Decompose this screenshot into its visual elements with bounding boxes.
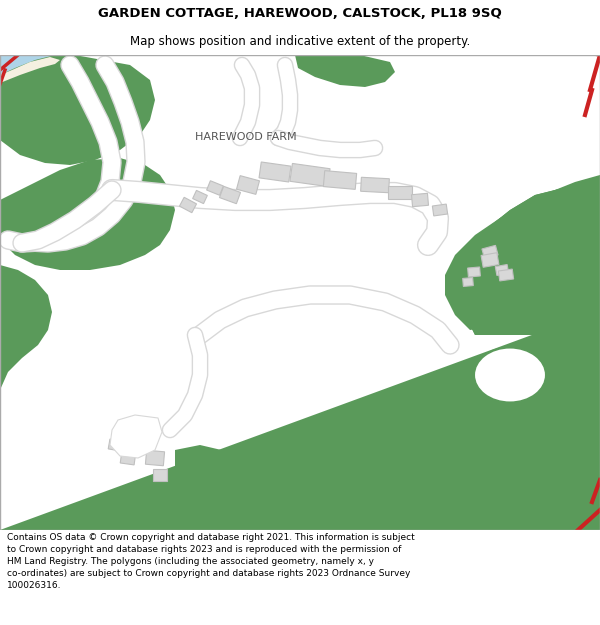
Polygon shape	[179, 198, 197, 212]
Ellipse shape	[474, 348, 546, 403]
Polygon shape	[0, 55, 55, 75]
Polygon shape	[108, 439, 122, 451]
Polygon shape	[193, 191, 208, 204]
Polygon shape	[206, 181, 223, 195]
Polygon shape	[0, 265, 52, 530]
Polygon shape	[145, 450, 164, 466]
Polygon shape	[295, 55, 395, 87]
Polygon shape	[499, 269, 514, 281]
Polygon shape	[0, 55, 155, 165]
Polygon shape	[458, 55, 600, 335]
Polygon shape	[120, 451, 136, 465]
Polygon shape	[153, 469, 167, 481]
Polygon shape	[361, 177, 389, 192]
Polygon shape	[0, 57, 60, 83]
Text: Contains OS data © Crown copyright and database right 2021. This information is : Contains OS data © Crown copyright and d…	[7, 533, 415, 591]
Polygon shape	[482, 246, 498, 259]
Polygon shape	[496, 264, 509, 276]
Polygon shape	[0, 180, 600, 530]
Polygon shape	[175, 445, 255, 530]
Polygon shape	[388, 186, 412, 199]
Polygon shape	[110, 415, 162, 458]
Polygon shape	[481, 253, 499, 268]
Polygon shape	[0, 175, 600, 530]
Polygon shape	[323, 171, 356, 189]
Polygon shape	[236, 176, 259, 194]
Polygon shape	[467, 267, 481, 277]
Polygon shape	[175, 152, 440, 265]
Polygon shape	[290, 164, 330, 186]
Polygon shape	[433, 204, 448, 216]
Polygon shape	[259, 162, 291, 182]
Polygon shape	[412, 193, 428, 207]
Text: HAREWOOD FARM: HAREWOOD FARM	[195, 132, 296, 142]
Text: GARDEN COTTAGE, HAREWOOD, CALSTOCK, PL18 9SQ: GARDEN COTTAGE, HAREWOOD, CALSTOCK, PL18…	[98, 8, 502, 20]
Polygon shape	[463, 278, 473, 286]
Polygon shape	[220, 186, 241, 204]
Polygon shape	[0, 55, 175, 270]
Polygon shape	[128, 433, 152, 451]
Text: Map shows position and indicative extent of the property.: Map shows position and indicative extent…	[130, 35, 470, 48]
Polygon shape	[131, 420, 159, 440]
